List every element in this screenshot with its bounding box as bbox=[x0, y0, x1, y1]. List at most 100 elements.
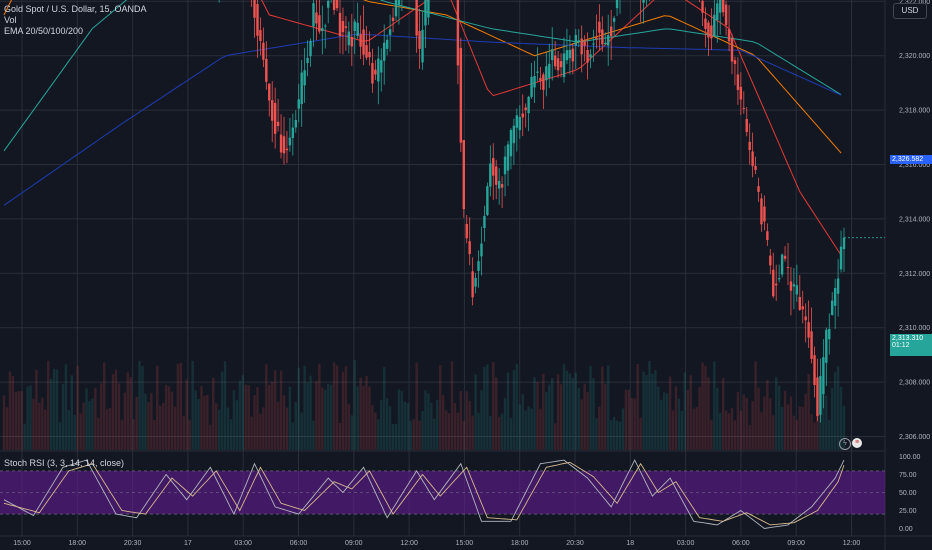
volume-bar bbox=[580, 399, 583, 450]
volume-bar bbox=[403, 401, 407, 450]
candle-body bbox=[276, 121, 280, 127]
volume-bar bbox=[713, 361, 716, 450]
volume-indicator-label[interactable]: Vol bbox=[4, 15, 17, 25]
candle-body bbox=[371, 63, 374, 84]
volume-bar bbox=[618, 421, 622, 450]
volume-bar bbox=[509, 418, 513, 450]
candle-body bbox=[486, 186, 489, 215]
candle-body bbox=[831, 300, 834, 316]
volume-bar bbox=[347, 404, 351, 450]
candle-body bbox=[533, 76, 536, 88]
candle-body bbox=[262, 42, 265, 60]
y-axis-tick-label: 2,314.000 bbox=[899, 216, 930, 223]
us-flag-icon[interactable]: ≡ bbox=[852, 438, 862, 448]
volume-bar bbox=[215, 403, 218, 450]
candle-body bbox=[574, 34, 577, 46]
volume-bar bbox=[645, 375, 648, 450]
volume-bar bbox=[839, 386, 843, 450]
volume-bar bbox=[480, 390, 483, 450]
volume-bar bbox=[630, 398, 633, 450]
candle-body bbox=[607, 35, 610, 46]
candle-body bbox=[568, 49, 572, 59]
volume-bar bbox=[94, 387, 97, 450]
bar-countdown: 01:12 bbox=[892, 342, 910, 349]
volume-bar bbox=[654, 370, 657, 450]
volume-bar bbox=[327, 383, 330, 450]
candle-body bbox=[368, 51, 371, 58]
candle-body bbox=[775, 283, 778, 286]
volume-bar bbox=[55, 369, 59, 450]
currency-button[interactable]: USD bbox=[893, 3, 927, 19]
candle-body bbox=[710, 25, 713, 39]
volume-bar bbox=[660, 399, 663, 450]
candle-body bbox=[539, 77, 542, 81]
volume-bar bbox=[710, 419, 713, 450]
volume-bar bbox=[223, 361, 227, 450]
volume-bar bbox=[418, 420, 421, 450]
volume-bar bbox=[103, 362, 106, 450]
x-axis-tick-label: 20:30 bbox=[566, 540, 584, 547]
volume-bar bbox=[627, 389, 631, 450]
x-axis-tick-label: 20:30 bbox=[124, 540, 142, 547]
candle-body bbox=[777, 278, 781, 280]
volume-bar bbox=[792, 415, 796, 450]
candle-body bbox=[321, 27, 324, 32]
candle-body bbox=[341, 20, 345, 33]
ema-indicator-label[interactable]: EMA 20/50/100/200 bbox=[4, 26, 84, 36]
candle-body bbox=[456, 0, 460, 66]
y-axis-tick-label: 2,308.000 bbox=[899, 380, 930, 387]
volume-bar bbox=[556, 374, 560, 450]
volume-bar bbox=[377, 419, 380, 450]
volume-bar bbox=[47, 360, 50, 450]
volume-bar bbox=[14, 392, 17, 450]
volume-bar bbox=[415, 362, 418, 450]
candle-body bbox=[716, 3, 719, 21]
volume-bar bbox=[312, 420, 315, 450]
volume-bar bbox=[117, 383, 121, 450]
volume-bar bbox=[612, 416, 616, 450]
candle-body bbox=[565, 50, 569, 61]
stoch-rsi-label[interactable]: Stoch RSI (3, 3, 14, 14, close) bbox=[4, 458, 125, 468]
candle-body bbox=[742, 108, 745, 110]
candle-body bbox=[294, 119, 297, 128]
x-axis-tick-label: 09:00 bbox=[345, 540, 363, 547]
y-axis-tick-label: 2,310.000 bbox=[899, 325, 930, 332]
candle-body bbox=[394, 0, 398, 17]
volume-bar bbox=[663, 392, 666, 450]
volume-bar bbox=[268, 384, 271, 450]
volume-bar bbox=[807, 373, 810, 450]
candle-body bbox=[801, 306, 804, 310]
candle-body bbox=[609, 26, 613, 37]
candle-body bbox=[291, 127, 295, 138]
volume-bar bbox=[548, 384, 551, 450]
volume-bar bbox=[100, 383, 103, 450]
volume-bar bbox=[810, 414, 813, 450]
candle-body bbox=[745, 118, 748, 132]
stoch-d-line bbox=[3, 461, 845, 526]
volume-bar bbox=[123, 392, 127, 450]
stoch-axis-tick-label: 100.00 bbox=[899, 454, 921, 461]
symbol-title[interactable]: Gold Spot / U.S. Dollar, 15, OANDA bbox=[4, 4, 147, 14]
volume-bar bbox=[727, 413, 731, 450]
volume-bar bbox=[680, 410, 684, 450]
candle-body bbox=[786, 267, 790, 269]
candle-body bbox=[350, 36, 353, 47]
candle-body bbox=[807, 322, 810, 338]
volume-bar bbox=[692, 408, 695, 450]
volume-bar bbox=[444, 410, 448, 450]
volume-bar bbox=[200, 386, 203, 450]
volume-bar bbox=[586, 391, 589, 450]
candle-body bbox=[757, 186, 760, 192]
last-price-tag: 2,313.310 01:12 bbox=[890, 334, 932, 356]
candle-body bbox=[595, 37, 598, 40]
lightning-icon[interactable]: ϟ bbox=[839, 438, 851, 450]
candle-body bbox=[819, 376, 822, 415]
candle-body bbox=[813, 355, 816, 386]
candle-body bbox=[303, 70, 306, 86]
volume-bar bbox=[831, 387, 834, 450]
volume-bar bbox=[191, 360, 194, 450]
volume-bar bbox=[786, 404, 790, 450]
volume-bar bbox=[273, 370, 277, 450]
candle-body bbox=[318, 15, 321, 32]
